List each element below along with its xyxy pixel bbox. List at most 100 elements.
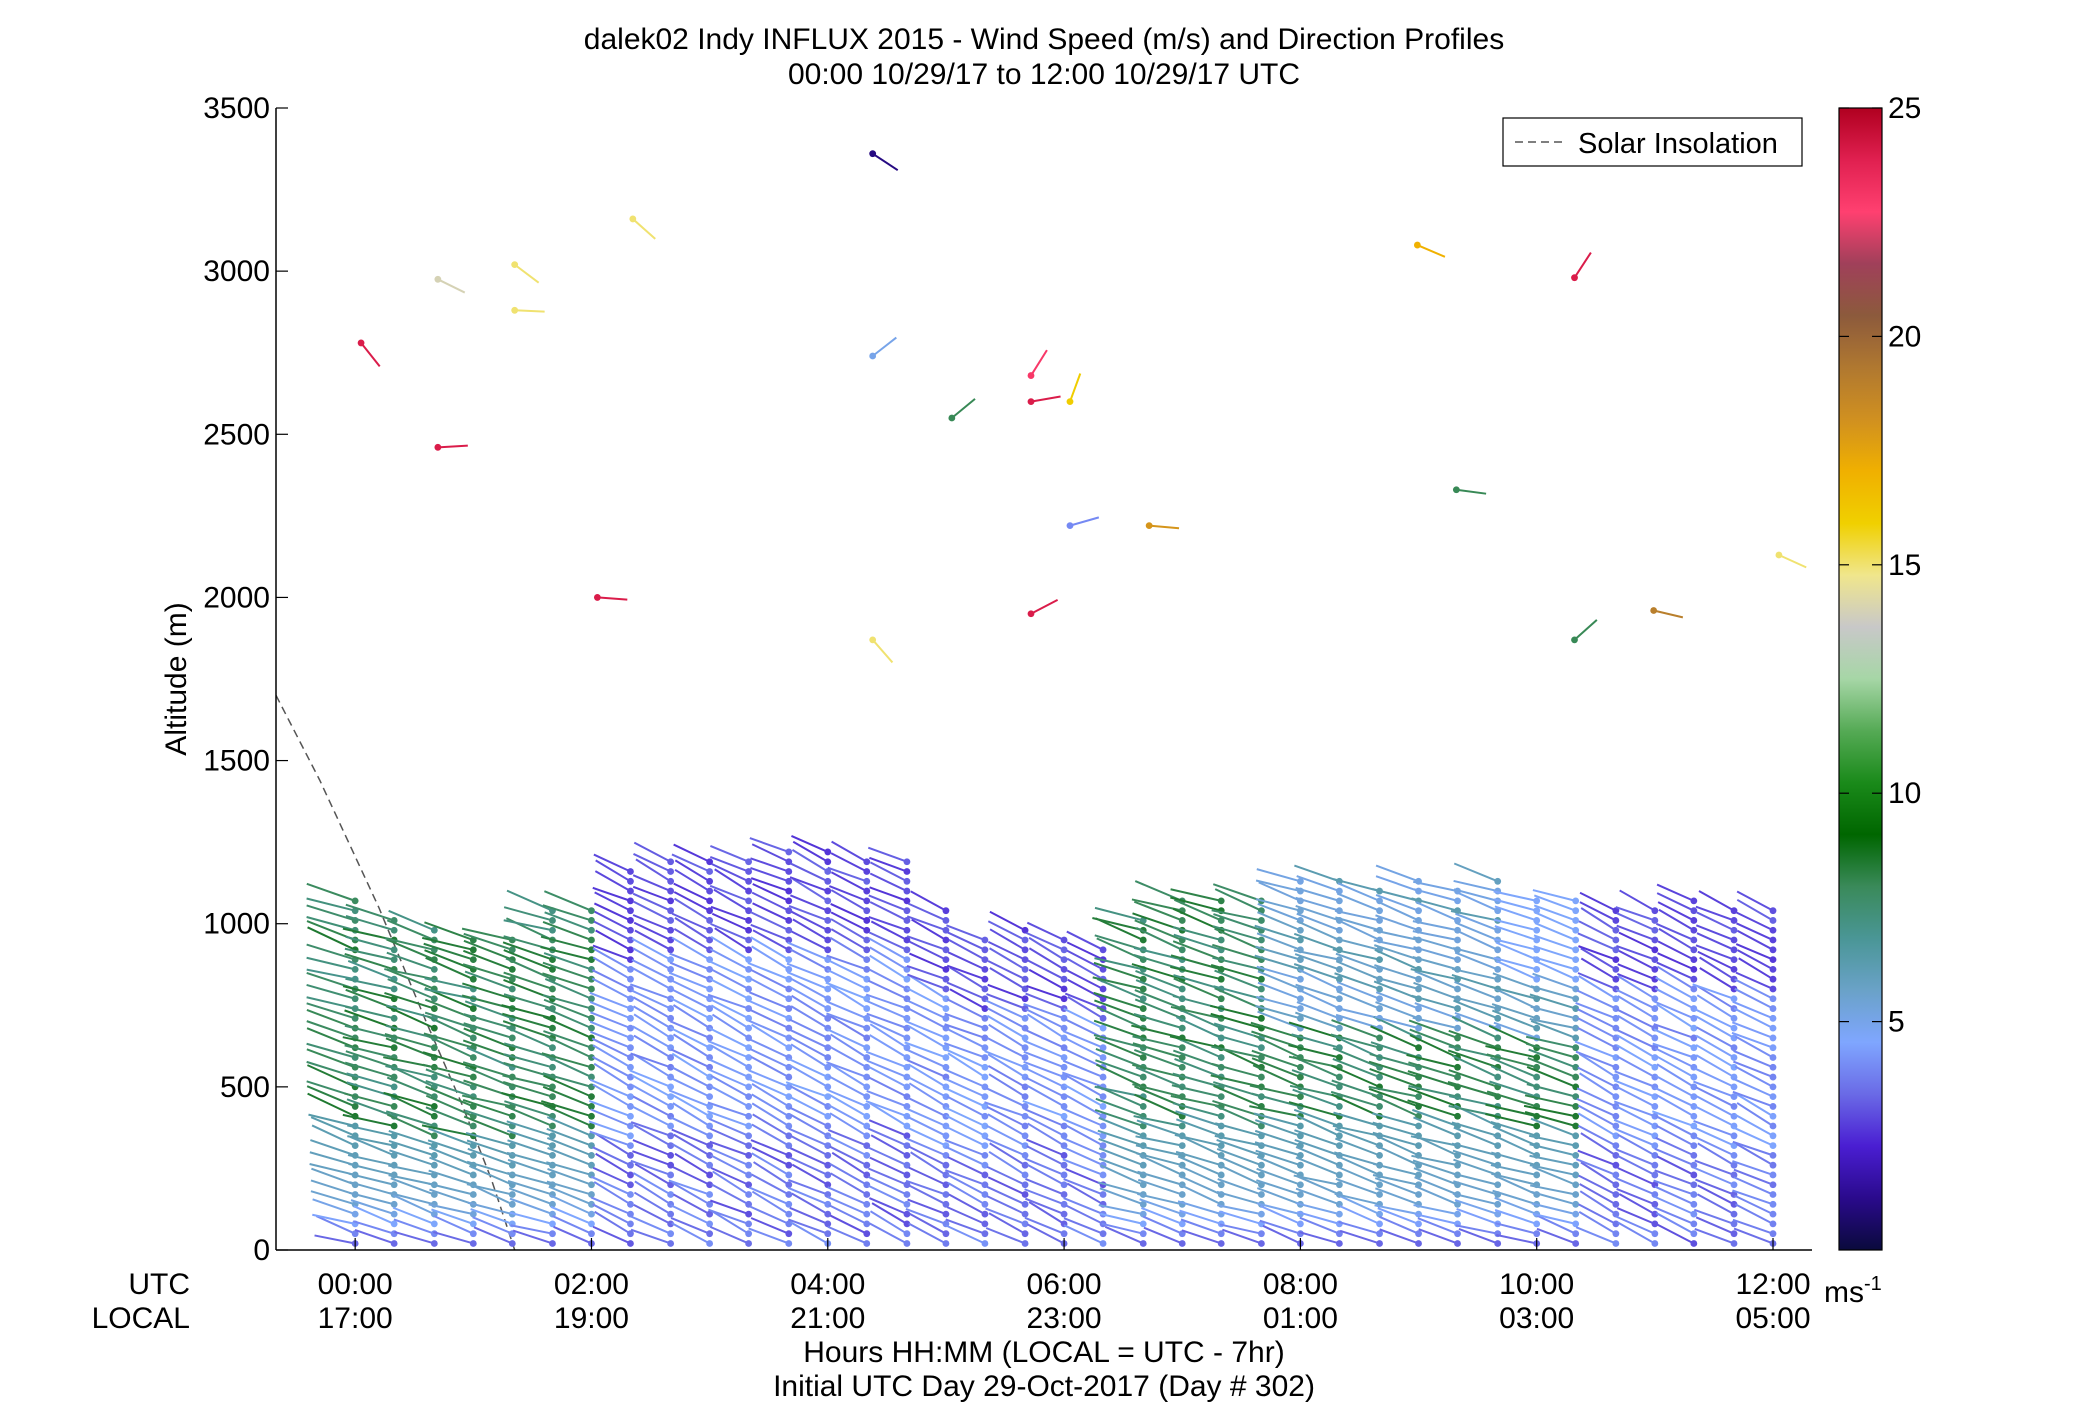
wind-barb-shaft [540, 946, 592, 961]
wind-barb-shaft [1210, 1074, 1262, 1088]
wind-barb-shaft [989, 1142, 1026, 1167]
wind-barb-shaft [1094, 1036, 1144, 1059]
wind-barb-shaft [1490, 1065, 1538, 1088]
wind-barb-shaft [1219, 1210, 1262, 1225]
wind-barb-shaft [385, 1065, 435, 1079]
wind-barb [1612, 1083, 1620, 1091]
wind-barb-shaft [1493, 890, 1537, 902]
wind-barb-shaft [1373, 929, 1419, 942]
wind-barb-shaft [710, 968, 750, 990]
wind-barb-shaft [1092, 976, 1144, 990]
wind-barb [1769, 1210, 1777, 1218]
wind-barb [706, 858, 714, 866]
wind-barb-shaft [1413, 1204, 1458, 1216]
wind-barb [667, 965, 675, 973]
wind-barb [903, 1230, 911, 1238]
wind-barb [1376, 1034, 1383, 1042]
wind-barb-shaft [1174, 1133, 1222, 1147]
wind-barb-shaft [1693, 1120, 1735, 1137]
wind-barb-shaft [1258, 881, 1301, 902]
wind-barb-shaft [1580, 1132, 1617, 1157]
wind-barb-shaft [987, 960, 1026, 981]
wind-barb-shaft [633, 921, 672, 941]
wind-barb-shaft [1024, 1157, 1065, 1176]
wind-barb [1730, 1151, 1738, 1159]
wind-barb-shaft [632, 947, 672, 971]
wind-barb-shaft [1254, 954, 1301, 971]
wind-barb [1730, 1024, 1738, 1032]
wind-barb-shaft [1212, 925, 1262, 941]
wind-barb-shaft [306, 916, 356, 932]
wind-barb-shaft [1213, 913, 1262, 932]
wind-barb-shaft [546, 1161, 592, 1176]
wind-barb-shaft [988, 1212, 1026, 1235]
wind-barb-shaft [1530, 985, 1576, 1000]
wind-barb-shaft [552, 1215, 592, 1235]
wind-barb-shaft [424, 921, 474, 941]
wind-barb-shaft [1066, 1182, 1104, 1206]
wind-barb [1533, 1063, 1541, 1071]
wind-barb [1730, 1083, 1738, 1091]
wind-barb-shaft [307, 1092, 356, 1118]
wind-barb [1258, 1230, 1265, 1238]
wind-barb [981, 1073, 989, 1081]
wind-barb [627, 1230, 634, 1238]
wind-barb-shaft [987, 1064, 1026, 1088]
wind-barb-shaft [1656, 892, 1695, 912]
wind-barb [785, 1132, 793, 1140]
wind-barb [1258, 975, 1265, 983]
wind-barb-shaft [1063, 1197, 1104, 1216]
wind-barb [903, 1161, 911, 1169]
wind-barb [1533, 1073, 1541, 1081]
wind-barb-shaft [1023, 1003, 1065, 1020]
upper-wind-barb [511, 306, 519, 314]
wind-barb-shaft [550, 1205, 592, 1225]
wind-barb-shaft [1733, 1050, 1774, 1069]
wind-barb [1769, 1230, 1777, 1238]
wind-barb-shaft [588, 1120, 631, 1137]
wind-barb-shaft [1027, 1122, 1065, 1147]
wind-barb-shaft [1579, 1072, 1617, 1098]
wind-barb-shaft [907, 973, 947, 990]
wind-barb [390, 1181, 398, 1189]
wind-barb [1572, 926, 1580, 934]
wind-barb-shaft [1615, 906, 1656, 922]
wind-barb-shaft [1533, 956, 1576, 971]
wind-barb [824, 848, 832, 856]
wind-barb-shaft [791, 1192, 829, 1215]
wind-barb-shaft [1695, 1015, 1735, 1039]
wind-barb-shaft [1256, 1179, 1301, 1196]
wind-barb-shaft [1486, 1090, 1537, 1108]
wind-barb [1572, 1191, 1580, 1198]
wind-barb-shaft [1022, 1100, 1065, 1118]
wind-barb [667, 1014, 675, 1022]
wind-barb [942, 917, 950, 924]
wind-barb [469, 1122, 477, 1130]
wind-barb [981, 1200, 989, 1208]
wind-barb-shaft [828, 1045, 868, 1069]
wind-barb [706, 1220, 714, 1228]
wind-barb [1099, 1151, 1107, 1159]
wind-barb [1335, 1132, 1343, 1140]
wind-barb [1335, 1083, 1343, 1091]
wind-barb-shaft [594, 1210, 631, 1235]
wind-barb-shaft [1178, 1164, 1222, 1186]
wind-barb-shaft [668, 1089, 710, 1108]
wind-barb [588, 936, 595, 944]
wind-barb [863, 1005, 871, 1012]
wind-barb [1060, 1171, 1068, 1179]
wind-barb-shaft [1262, 1224, 1301, 1245]
wind-barb-shaft [1063, 1137, 1104, 1157]
wind-barb [706, 1171, 714, 1179]
wind-barb [1454, 956, 1461, 964]
wind-barb-shaft [672, 1193, 711, 1215]
wind-barb-shaft [1373, 944, 1419, 961]
wind-barb-shaft [424, 949, 474, 971]
wind-barb-shaft [906, 965, 947, 981]
wind-barb [745, 1171, 753, 1179]
wind-barb [903, 946, 911, 954]
wind-barb [1376, 1210, 1383, 1218]
wind-barb [942, 1171, 950, 1179]
wind-barb [1769, 956, 1777, 964]
wind-barb-shaft [1490, 1164, 1537, 1176]
